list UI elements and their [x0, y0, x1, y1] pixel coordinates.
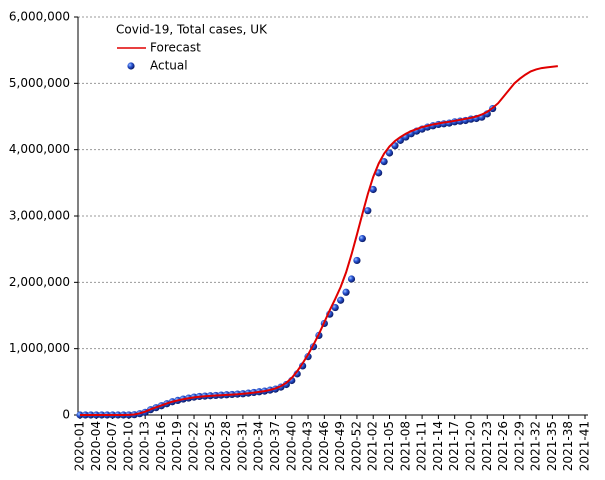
- x-tick-label: 2021-14: [431, 421, 445, 471]
- x-tick-label: 2020-49: [333, 421, 347, 471]
- x-tick-label: 2020-10: [121, 421, 135, 471]
- x-tick-label: 2021-26: [496, 421, 510, 471]
- actual-point: [299, 362, 307, 370]
- x-tick-label: 2021-08: [398, 421, 412, 471]
- actual-point: [282, 380, 290, 389]
- actual-point: [353, 256, 361, 265]
- x-tick-label: 2021-11: [415, 421, 429, 471]
- x-tick-label: 2020-13: [138, 421, 152, 471]
- actual-point: [369, 185, 377, 194]
- actual-point: [364, 207, 372, 215]
- actual-point: [347, 275, 356, 283]
- actual-point: [337, 296, 345, 304]
- x-tick-label: 2020-07: [105, 421, 119, 471]
- x-tick-label: 2021-41: [578, 421, 592, 471]
- x-tick-label: 2020-31: [235, 421, 249, 471]
- x-tick-label: 2020-25: [203, 421, 217, 471]
- x-tick-label: 2020-19: [170, 421, 184, 471]
- x-tick-label: 2021-20: [463, 421, 477, 471]
- x-tick-label: 2021-35: [545, 421, 559, 471]
- y-tick-label: 3,000,000: [9, 209, 70, 223]
- x-tick-label: 2020-22: [187, 421, 201, 471]
- x-tick-label: 2021-02: [366, 421, 380, 471]
- y-tick-label: 2,000,000: [9, 275, 70, 289]
- x-tick-label: 2020-04: [89, 421, 103, 471]
- actual-point: [358, 234, 366, 243]
- x-tick-label: 2021-05: [382, 421, 396, 471]
- x-tick-label: 2020-52: [349, 421, 363, 471]
- x-tick-label: 2021-38: [561, 421, 575, 471]
- x-tick-label: 2021-17: [447, 421, 461, 471]
- chart-title: Covid-19, Total cases, UK: [116, 23, 268, 37]
- x-tick-label: 2020-43: [301, 421, 315, 471]
- x-tick-label: 2020-37: [268, 421, 282, 471]
- legend-swatch: [127, 62, 135, 70]
- actual-point: [342, 288, 350, 296]
- forecast-line: [80, 65, 558, 416]
- actual-point: [331, 303, 339, 312]
- x-tick-label: 2021-32: [529, 421, 543, 471]
- x-tick-label: 2021-23: [480, 421, 494, 471]
- x-tick-label: 2020-40: [284, 421, 298, 471]
- actual-point: [375, 169, 383, 177]
- legend-label: Forecast: [150, 41, 201, 55]
- x-tick-label: 2021-29: [512, 421, 526, 471]
- x-tick-label: 2020-16: [154, 421, 168, 471]
- y-tick-label: 4,000,000: [9, 142, 70, 156]
- y-tick-label: 1,000,000: [9, 341, 70, 355]
- y-tick-label: 0: [62, 408, 70, 422]
- x-tick-label: 2020-28: [219, 421, 233, 471]
- actual-point: [380, 158, 388, 166]
- y-tick-label: 6,000,000: [9, 10, 70, 24]
- x-tick-label: 2020-34: [252, 421, 266, 471]
- legend-label: Actual: [150, 59, 188, 73]
- x-tick-label: 2020-01: [73, 421, 87, 471]
- y-tick-label: 5,000,000: [9, 76, 70, 90]
- actual-point: [385, 149, 394, 157]
- x-tick-label: 2020-46: [317, 421, 331, 471]
